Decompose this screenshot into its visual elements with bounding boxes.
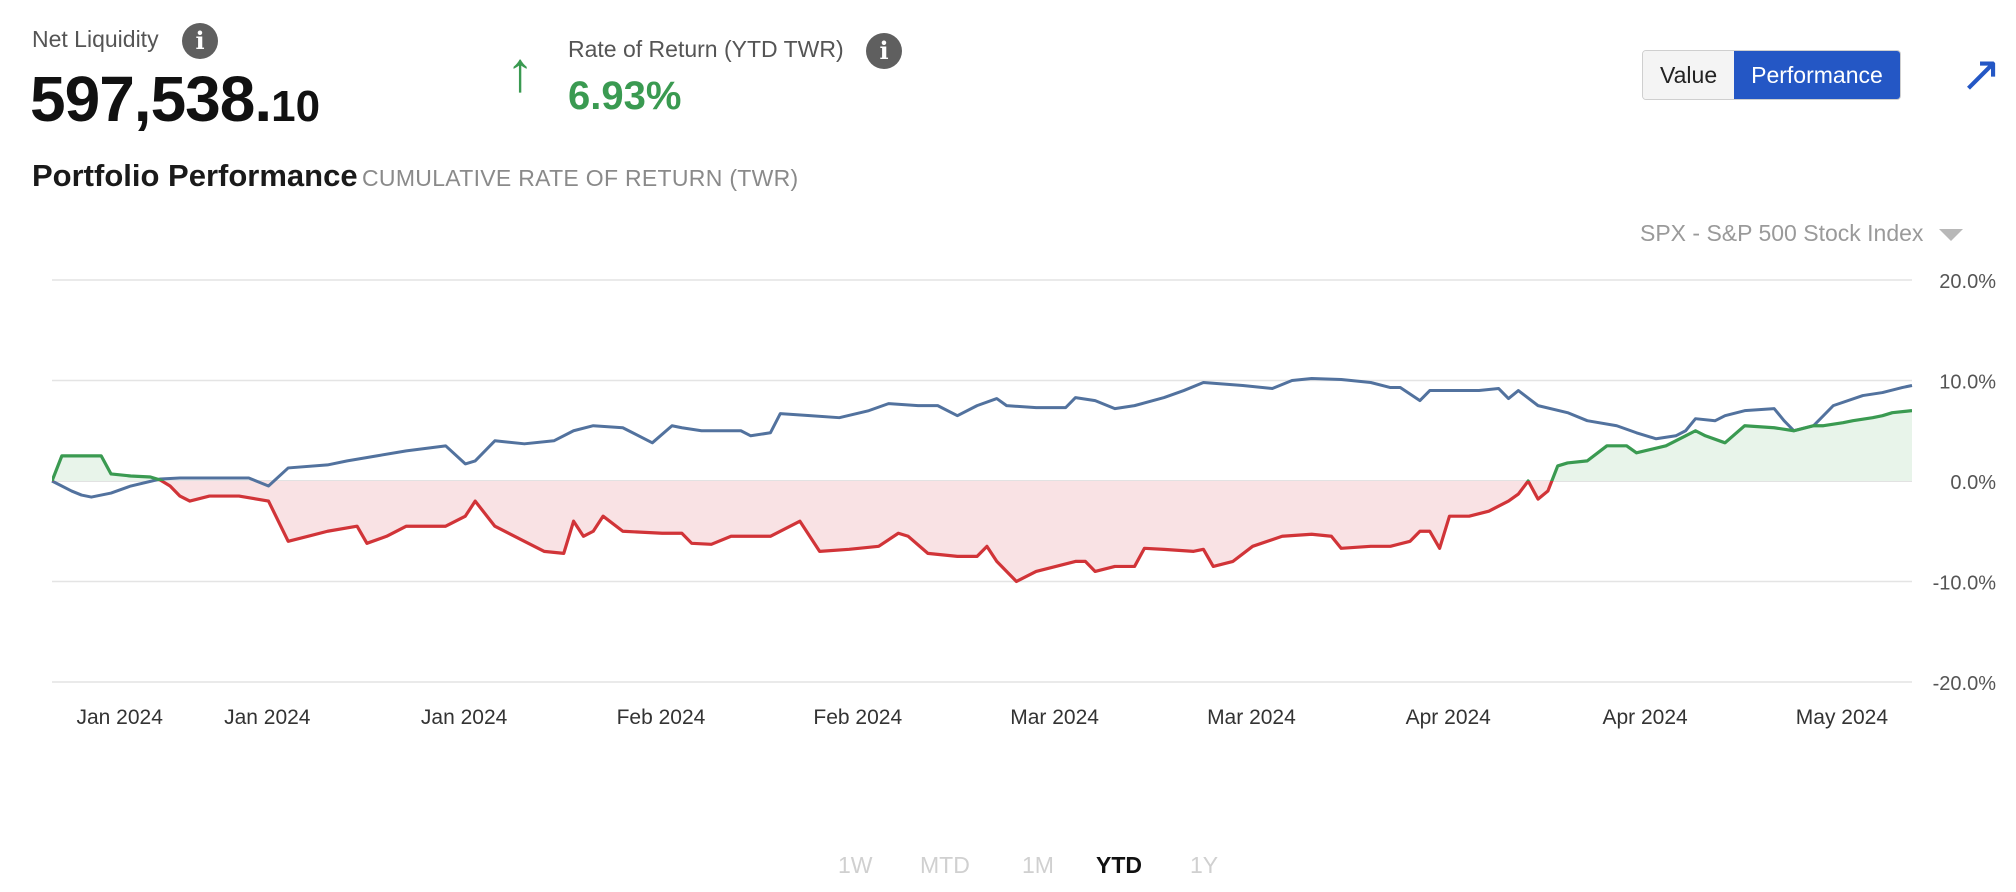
page-title: Portfolio Performance — [32, 158, 358, 193]
portfolio-area-negative — [52, 481, 1912, 582]
x-tick-label: Jan 2024 — [224, 706, 311, 729]
x-tick-label: Feb 2024 — [813, 706, 902, 729]
up-arrow-icon: ↑ — [506, 40, 534, 103]
page-subtitle: CUMULATIVE RATE OF RETURN (TWR) — [362, 165, 799, 191]
net-liquidity-cents: 10 — [271, 82, 321, 131]
x-tick-label: May 2024 — [1796, 706, 1889, 729]
y-tick-label: -10.0% — [1933, 573, 1997, 595]
performance-button[interactable]: Performance — [1734, 51, 1900, 99]
series-line-benchmark — [51, 376, 1913, 499]
x-tick-label: Mar 2024 — [1207, 706, 1296, 729]
benchmark-dropdown[interactable]: SPX - S&P 500 Stock Index — [1640, 220, 1964, 247]
series-line-portfolio-positive — [52, 409, 1912, 481]
net-liquidity-value: 597,538.10 — [30, 62, 320, 136]
y-tick-layer: 20.0% 10.0% 0.0% -10.0% -20.0% — [1933, 271, 1997, 695]
section-heading: Portfolio Performance CUMULATIVE RATE OF… — [32, 158, 799, 194]
chevron-down-icon — [1939, 228, 1964, 241]
expand-arrow-icon[interactable]: ↗ — [1960, 46, 2002, 102]
net-liquidity-label: Net Liquidity — [32, 26, 159, 53]
y-tick-label: 20.0% — [1939, 271, 1996, 293]
benchmark-label: SPX - S&P 500 Stock Index — [1640, 220, 1924, 246]
x-tick-label: Jan 2024 — [76, 706, 163, 729]
view-toggle: Value Performance — [1642, 50, 1901, 100]
range-tab-ytd[interactable]: YTD — [1096, 852, 1142, 878]
x-tick-label: Apr 2024 — [1602, 706, 1688, 729]
net-liquidity-info-icon[interactable]: i — [182, 23, 218, 59]
x-tick-layer: Jan 2024 Jan 2024 Jan 2024 Feb 2024 Feb 2024… — [76, 706, 1888, 729]
value-button[interactable]: Value — [1643, 51, 1735, 99]
range-tab-1m[interactable]: 1M — [1022, 852, 1054, 878]
series-line-portfolio-negative — [52, 481, 1554, 584]
x-tick-label: Jan 2024 — [421, 706, 508, 729]
ror-label: Rate of Return (YTD TWR) — [568, 36, 844, 62]
portfolio-area-positive — [52, 410, 1912, 481]
y-tick-label: -20.0% — [1933, 673, 1997, 695]
x-tick-label: Mar 2024 — [1010, 706, 1099, 729]
net-liquidity-main: 597,538. — [30, 63, 272, 135]
y-tick-label: 0.0% — [1950, 472, 1996, 494]
ror-value: 6.93% — [568, 74, 682, 118]
range-tab-1y[interactable]: 1Y — [1190, 852, 1219, 878]
y-tick-label: 10.0% — [1939, 372, 1996, 394]
ror-info-icon[interactable]: i — [866, 33, 902, 69]
fill-layer — [52, 410, 1912, 582]
x-tick-label: Feb 2024 — [617, 706, 706, 729]
x-tick-label: Apr 2024 — [1406, 706, 1492, 729]
performance-chart: 20.0%10.0%0.0%-10.0%-20.0% Jan 2024 Jan 2… — [51, 271, 1997, 729]
range-tab-mtd[interactable]: MTD — [920, 852, 970, 878]
net-liquidity-label-text: Net Liquidity — [32, 26, 159, 52]
range-tab-1w[interactable]: 1W — [838, 852, 873, 878]
line-layer — [51, 376, 1913, 584]
